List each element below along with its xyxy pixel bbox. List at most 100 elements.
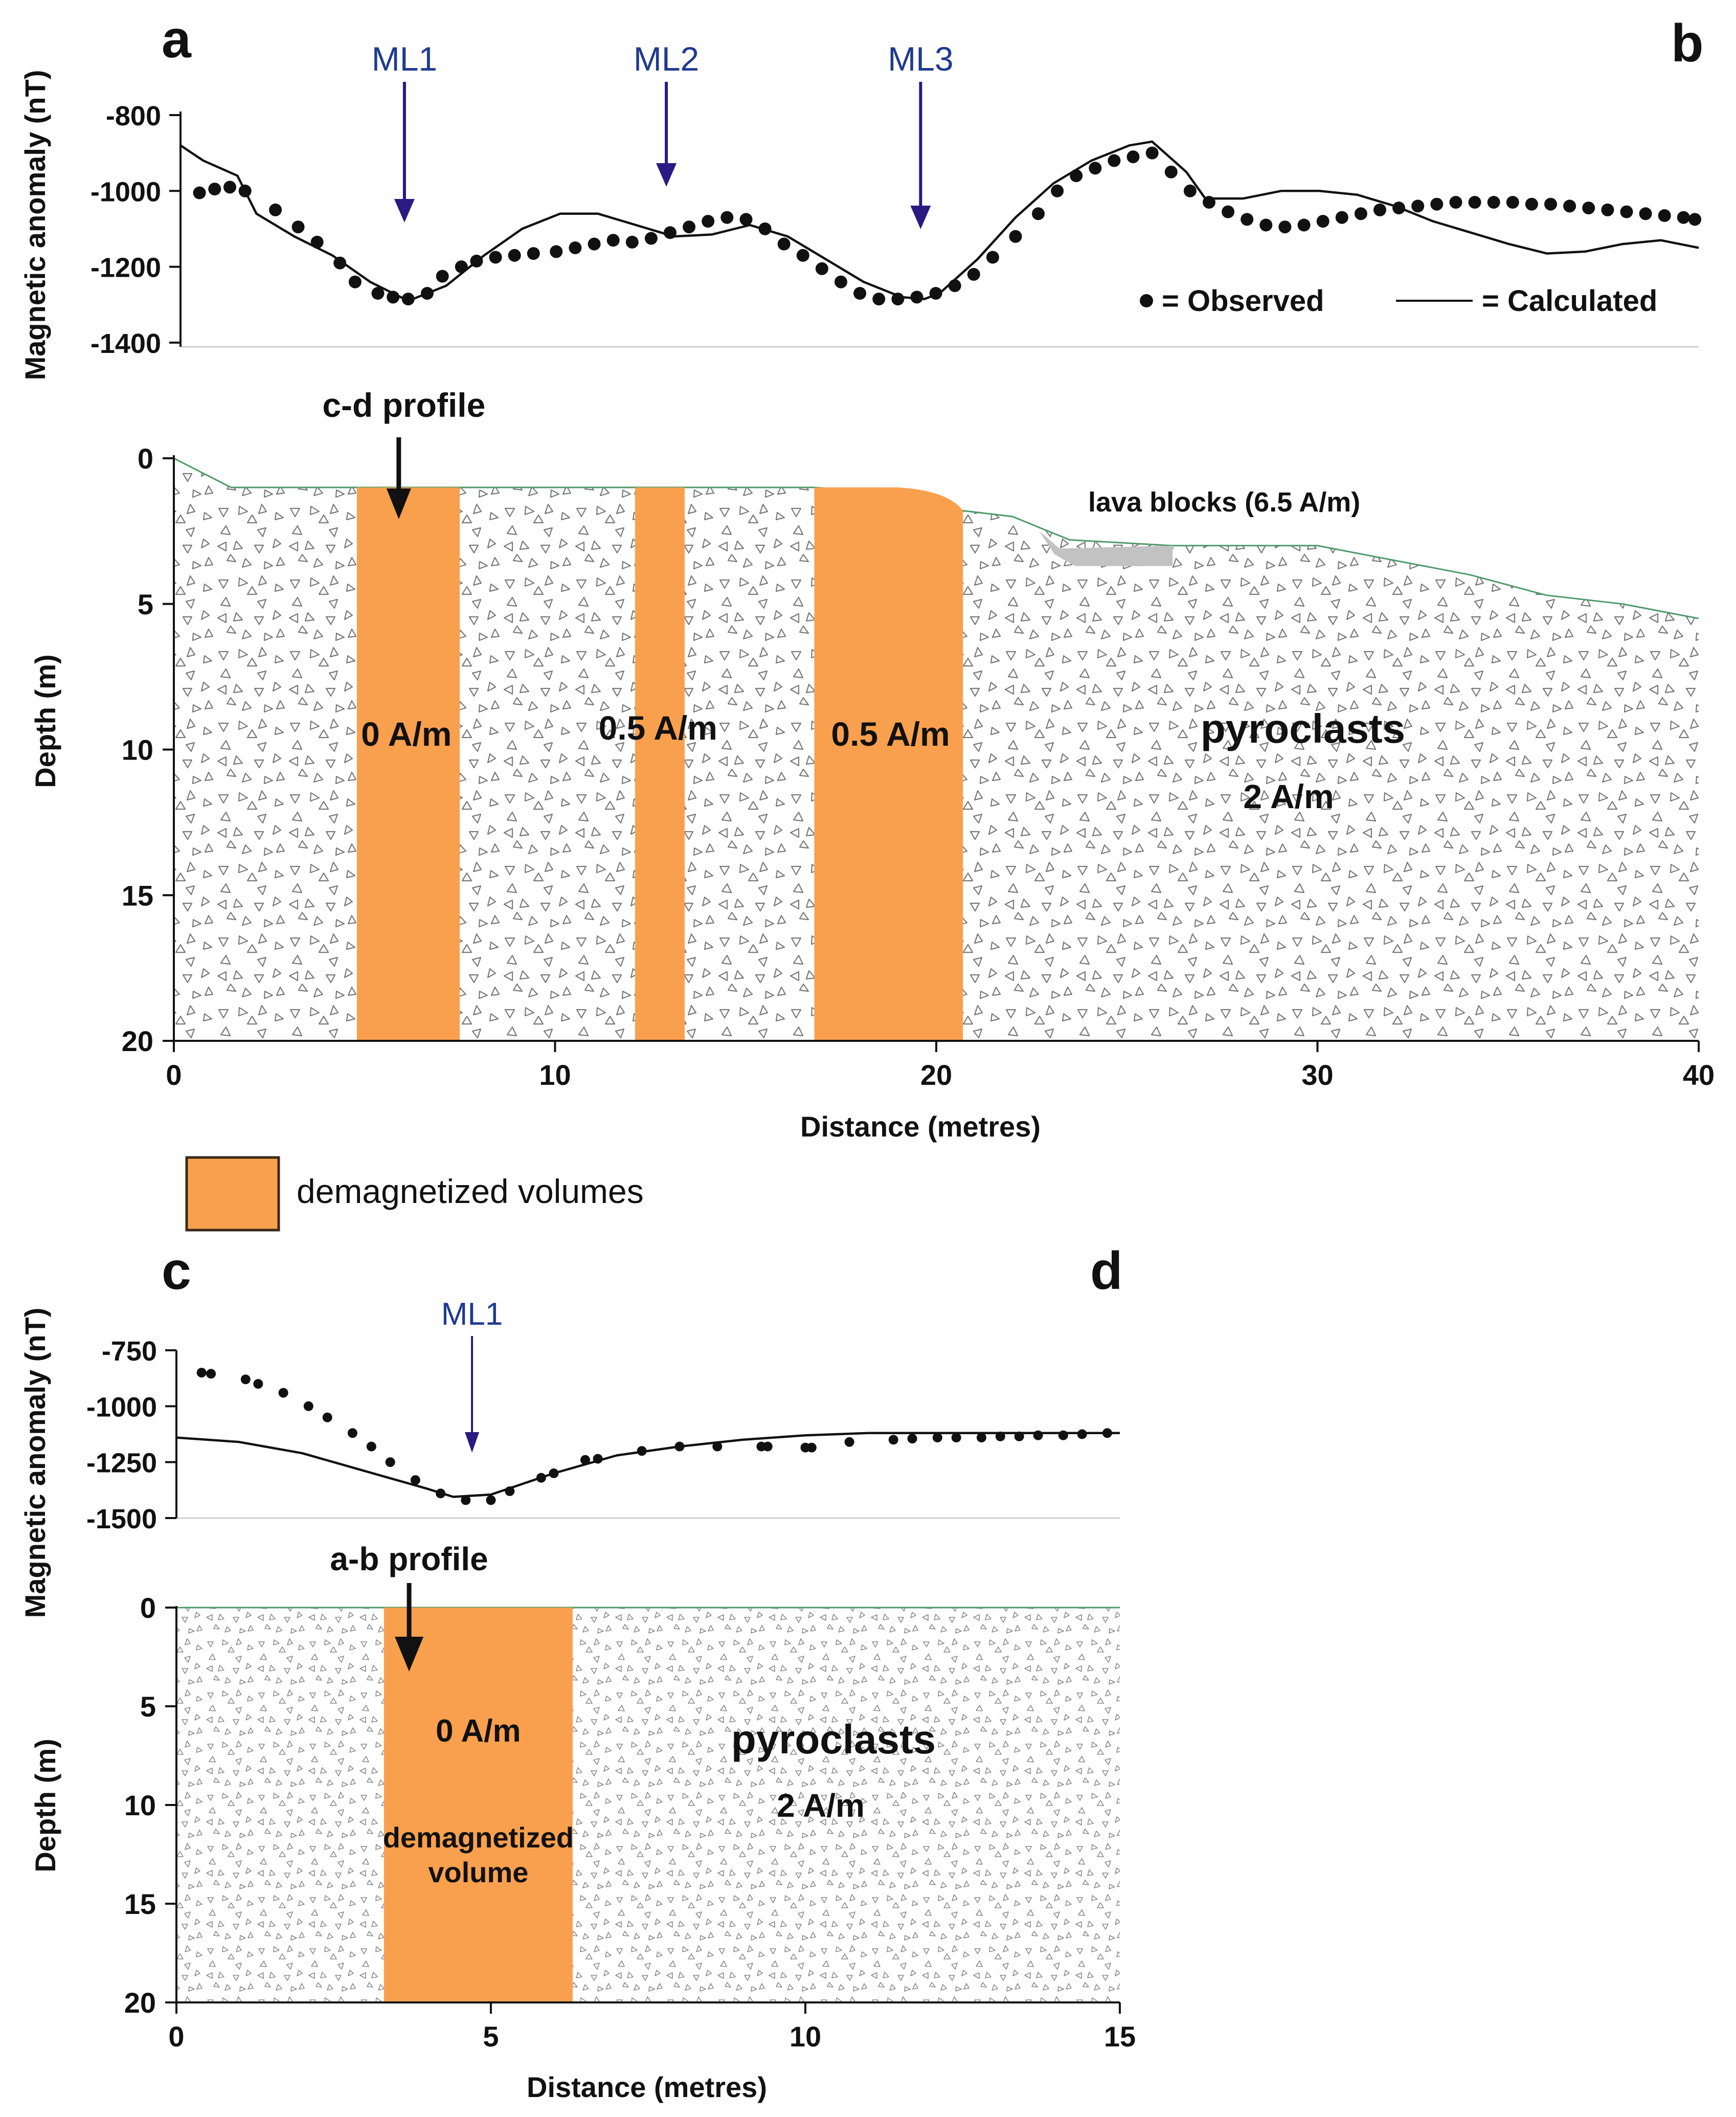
observed-point	[932, 1433, 942, 1443]
legend-observed-marker	[1140, 294, 1153, 307]
host-rock-label: pyroclasts	[731, 1717, 936, 1762]
annotation-ml1-label: ML1	[441, 1297, 503, 1332]
observed-point	[193, 186, 206, 199]
y-tick-label: -1400	[91, 328, 161, 359]
demag-body-2-label: 0.5 A/m	[599, 709, 717, 747]
observed-point	[1392, 202, 1406, 215]
observed-point	[720, 211, 734, 224]
x-tick-label: 0	[168, 2020, 184, 2053]
observed-point	[777, 237, 791, 251]
observed-point	[240, 1374, 251, 1385]
observed-point	[712, 1441, 723, 1452]
panel-label-a: a	[162, 10, 192, 69]
host-rock-magnetization: 2 A/m	[1243, 777, 1334, 815]
observed-point	[815, 262, 828, 275]
cd-section-x-label: Distance (metres)	[527, 2071, 767, 2103]
observed-point	[401, 293, 415, 306]
demag-body	[384, 1608, 573, 2002]
x-tick-label: 40	[1683, 1059, 1715, 1091]
observed-point	[549, 1468, 559, 1478]
observed-point	[1677, 211, 1690, 224]
ab-anomaly-y-label: Magnetic anomaly (nT)	[19, 70, 51, 381]
observed-point	[196, 1368, 207, 1378]
observed-point	[421, 287, 434, 300]
observed-point	[1164, 165, 1178, 179]
observed-point	[1468, 196, 1481, 209]
observed-point	[1449, 196, 1462, 209]
observed-point	[569, 241, 582, 254]
observed-point	[853, 287, 867, 300]
observed-point	[1278, 220, 1292, 234]
observed-point	[366, 1441, 376, 1452]
anomaly-legend: = Observed = Calculated	[1140, 284, 1657, 318]
observed-point	[489, 251, 502, 264]
observed-point	[1089, 162, 1102, 175]
observed-point	[910, 291, 923, 304]
demag-body-3	[814, 487, 963, 1041]
observed-point	[322, 1412, 332, 1422]
observed-point	[835, 275, 847, 288]
profile-marker-arrow-head	[395, 1637, 424, 1672]
panel-label-d: d	[1090, 1241, 1123, 1301]
observed-point	[1058, 1430, 1068, 1440]
observed-point	[674, 1441, 685, 1452]
observed-point	[1033, 1430, 1043, 1440]
demag-body-sublabel-line2: volume	[428, 1856, 528, 1888]
observed-point	[347, 1428, 357, 1438]
observed-point	[505, 1486, 515, 1496]
observed-point	[580, 1455, 590, 1465]
observed-point	[606, 234, 620, 247]
cd-anomaly-chart: -750 -1000 -1250 -1500 ML1 Magnetic anomaly…	[19, 1297, 1120, 1618]
observed-point	[470, 254, 483, 268]
observed-point	[303, 1401, 313, 1411]
panel-label-c: c	[162, 1241, 191, 1301]
demag-body-3-label: 0.5 A/m	[831, 715, 950, 753]
demag-body-2	[635, 487, 685, 1041]
observed-point	[1582, 202, 1595, 215]
profile-marker-arrow-head	[386, 488, 411, 519]
observed-point	[1601, 203, 1614, 216]
host-rock-magnetization: 2 A/m	[777, 1787, 865, 1824]
observed-point	[929, 287, 942, 300]
annotation-ml1-arrow-head	[394, 199, 415, 222]
y-tick-label: -1000	[86, 1392, 157, 1422]
observed-point	[1506, 196, 1519, 209]
observed-point	[1259, 218, 1273, 232]
observed-point	[844, 1437, 854, 1447]
observed-point	[387, 291, 400, 304]
observed-point	[253, 1379, 263, 1389]
y-tick-label: 0	[140, 1592, 156, 1624]
observed-point	[1108, 154, 1121, 167]
observed-point	[588, 237, 601, 251]
calculated-series-line	[179, 140, 1699, 302]
observed-point	[550, 245, 563, 258]
y-tick-label: 15	[122, 879, 153, 911]
observed-point	[907, 1434, 917, 1444]
observed-point	[888, 1435, 898, 1445]
observed-point	[1014, 1431, 1024, 1441]
y-tick-label: -1250	[86, 1448, 157, 1479]
x-tick-label: 10	[790, 2020, 821, 2053]
observed-point	[333, 256, 347, 270]
ab-section-y-label: Depth (m)	[29, 654, 61, 788]
y-tick-label: 10	[124, 1789, 156, 1821]
observed-point	[762, 1441, 773, 1452]
demag-body-1-label: 0 A/m	[361, 715, 452, 753]
observed-point	[1688, 213, 1702, 226]
observed-point	[1183, 184, 1197, 197]
annotation-ml3-label: ML3	[888, 40, 953, 78]
observed-point	[1487, 196, 1500, 209]
legend-observed-label: = Observed	[1162, 284, 1324, 318]
ab-anomaly-chart: -800 -1000 -1200 -1400 ML1 ML2 ML3 Magnetic a…	[19, 40, 1702, 381]
observed-point	[436, 1488, 446, 1499]
host-rock-label: pyroclasts	[1201, 706, 1405, 751]
demag-legend-swatch	[185, 1156, 280, 1232]
y-tick-label: 5	[140, 1690, 156, 1723]
observed-point	[625, 235, 639, 249]
observed-point	[948, 279, 961, 293]
observed-point	[1316, 215, 1329, 228]
y-tick-label: -1200	[91, 253, 161, 283]
pyroclast-fill	[176, 1608, 1120, 2002]
y-tick-label: -800	[106, 101, 161, 131]
